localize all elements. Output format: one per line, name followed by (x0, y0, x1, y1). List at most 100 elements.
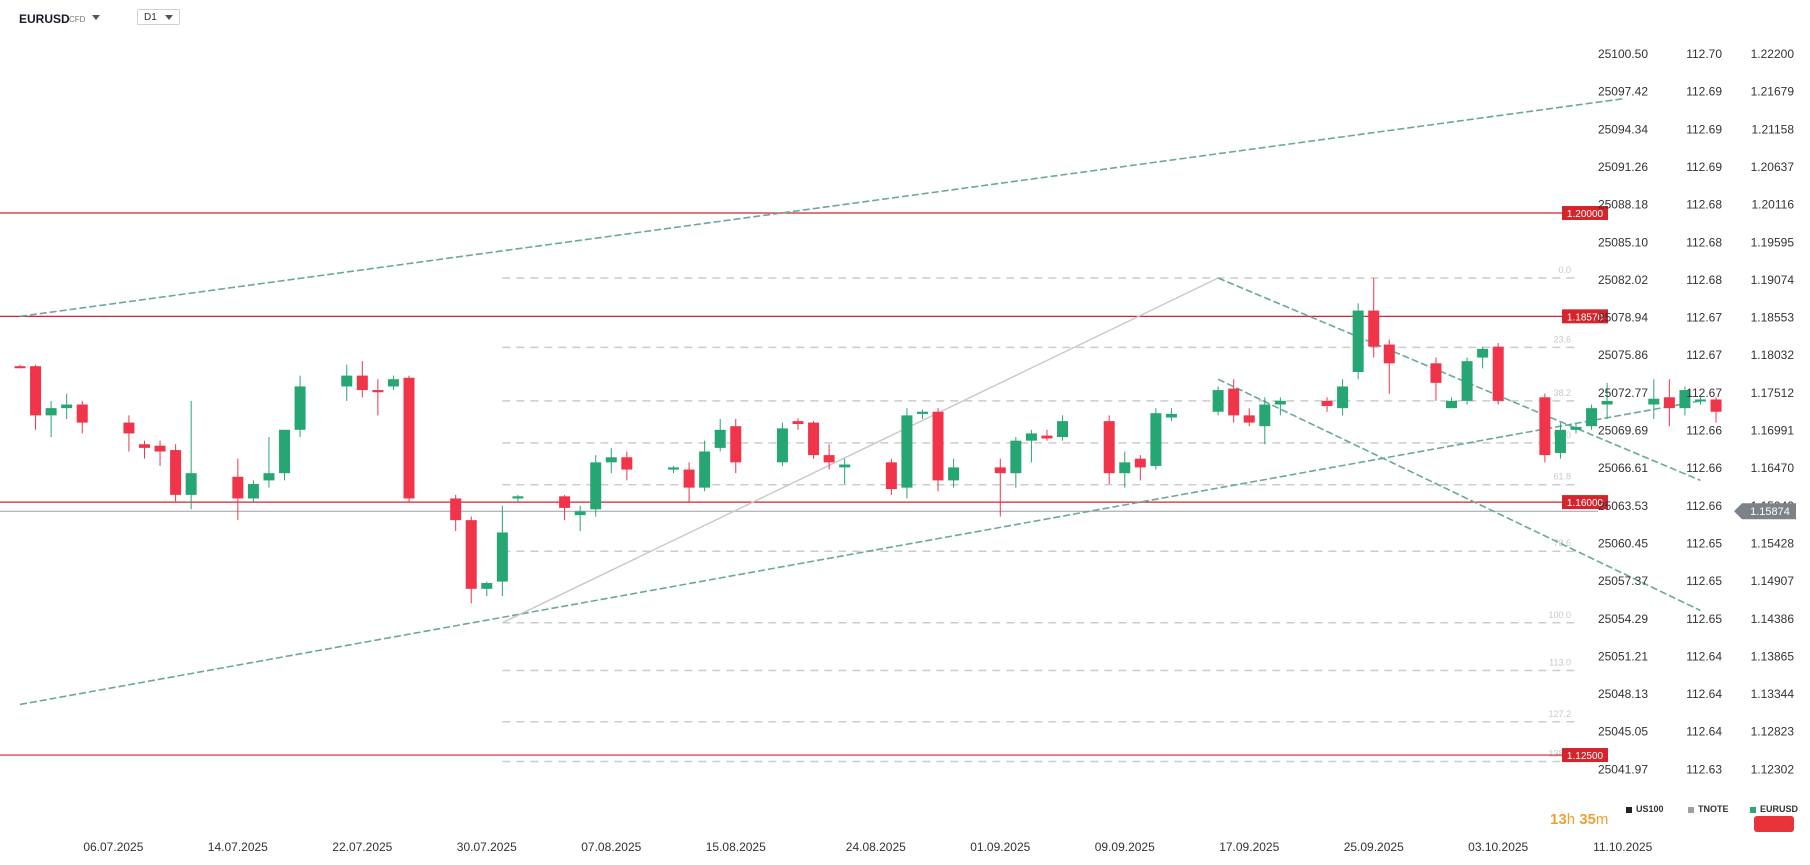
legend-label: US100 (1636, 804, 1664, 814)
y-tick-eurusd: 1.18553 (1751, 311, 1795, 325)
candle-body-down (356, 375, 368, 391)
y-tick-eurusd: 1.19074 (1751, 273, 1795, 287)
y-tick-tnote: 112.63 (1686, 762, 1722, 776)
candle-body-up (1477, 348, 1489, 358)
candle-body-up (1259, 404, 1271, 427)
candle-body-up (387, 379, 399, 387)
y-tick-tnote: 112.64 (1686, 725, 1722, 739)
legend-us100[interactable]: US100 (1626, 804, 1664, 814)
candle-body-up (574, 511, 586, 516)
instrument-type-label: CFD (69, 15, 86, 24)
candle-body-up (1461, 361, 1473, 401)
y-tick-tnote: 112.65 (1686, 574, 1722, 588)
candle-body-up (1025, 433, 1037, 441)
candle-body-up (1165, 413, 1177, 418)
y-tick-eurusd: 1.13344 (1751, 687, 1795, 701)
timeframe-select[interactable]: D1 (137, 9, 180, 25)
y-tick-us100: 25085.10 (1598, 235, 1648, 249)
y-tick-eurusd: 1.21158 (1752, 122, 1795, 136)
x-tick-label: 15.08.2025 (706, 840, 766, 854)
y-tick-us100: 25075.86 (1598, 348, 1648, 362)
candle-body-down (30, 366, 42, 416)
candle-countdown: 13h 35m (1550, 811, 1608, 828)
current-price-badge (1734, 503, 1796, 520)
y-tick-tnote: 112.68 (1686, 198, 1722, 212)
y-tick-tnote: 112.67 (1686, 348, 1722, 362)
candle-body-down (1321, 400, 1333, 406)
y-tick-us100: 25060.45 (1598, 536, 1648, 550)
x-tick-label: 22.07.2025 (332, 840, 392, 854)
y-tick-tnote: 112.64 (1686, 649, 1722, 663)
fib-level-label: 23.6 (1553, 334, 1571, 344)
countdown-hours: 13 (1550, 811, 1567, 828)
level-badge (1562, 495, 1608, 510)
trade-button[interactable] (1754, 816, 1794, 832)
x-tick-label: 25.09.2025 (1344, 840, 1404, 854)
y-tick-tnote: 112.69 (1686, 85, 1722, 99)
current-price-label: 1.15874 (1750, 506, 1790, 518)
candle-body-up (1057, 421, 1069, 438)
y-tick-us100: 25094.34 (1598, 122, 1648, 136)
y-tick-eurusd: 1.21679 (1751, 85, 1795, 99)
y-tick-us100: 25091.26 (1598, 160, 1648, 174)
chevron-down-icon (165, 15, 173, 20)
candle-body-up (948, 467, 960, 481)
candle-body-down (1134, 458, 1146, 468)
y-tick-us100: 25078.94 (1598, 311, 1648, 325)
y-tick-tnote: 112.68 (1686, 235, 1722, 249)
y-tick-eurusd: 1.12302 (1751, 762, 1795, 776)
candle-body-up (247, 484, 259, 499)
y-tick-us100: 25066.61 (1598, 461, 1648, 475)
trendline (19, 98, 1623, 318)
trendline (1217, 378, 1701, 612)
y-tick-eurusd: 1.16991 (1751, 424, 1795, 438)
candle-body-up (776, 428, 788, 463)
candle-body-up (481, 583, 493, 589)
y-tick-us100: 25057.37 (1598, 574, 1648, 588)
countdown-hours-unit: h (1566, 811, 1576, 828)
fib-level-label: 61.8 (1553, 472, 1571, 482)
candle-body-up (185, 473, 197, 495)
candlesticks (14, 278, 1722, 604)
candle-body-down (823, 455, 835, 463)
y-tick-us100: 25054.29 (1598, 612, 1648, 626)
candle-body-up (341, 375, 353, 387)
candle-body-down (123, 422, 135, 434)
candle-body-up (699, 451, 711, 488)
y-tick-eurusd: 1.22200 (1751, 47, 1795, 61)
horizontal-levels (0, 212, 1598, 756)
symbol-name[interactable]: EURUSD (19, 12, 70, 26)
candle-body-down (372, 390, 384, 393)
candle-body-down (403, 377, 415, 499)
x-tick-label: 11.10.2025 (1593, 840, 1652, 854)
x-tick-label: 07.08.2025 (581, 840, 641, 854)
candle-body-up (590, 462, 602, 510)
x-tick-label: 14.07.2025 (208, 840, 268, 854)
level-badge-text: 1.18570 (1567, 312, 1604, 323)
candle-body-up (668, 467, 680, 470)
candle-body-up (605, 457, 617, 463)
trendline (502, 277, 1219, 624)
fib-level-label: 0.0 (1558, 265, 1571, 275)
y-tick-us100: 25063.53 (1598, 499, 1648, 513)
x-tick-label: 09.09.2025 (1095, 840, 1155, 854)
symbol-dropdown-icon[interactable] (92, 15, 100, 20)
candle-body-up (1601, 400, 1613, 405)
level-labels: 1.20000 1.18570 1.16000 1.12500 (1562, 205, 1608, 763)
fib-level-label: 113.0 (1549, 657, 1571, 667)
candle-body-up (901, 415, 913, 488)
y-tick-eurusd: 1.16470 (1751, 461, 1795, 475)
y-tick-us100: 25051.21 (1598, 649, 1648, 663)
candle-body-up (61, 404, 73, 409)
candle-body-down (1492, 346, 1504, 401)
legend-tnote[interactable]: TNOTE (1688, 804, 1729, 814)
legend-eurusd[interactable]: EURUSD (1750, 804, 1798, 814)
candle-body-down (1539, 397, 1551, 456)
candle-body-down (683, 469, 695, 488)
candle-body-down (1383, 344, 1395, 364)
x-tick-label: 24.08.2025 (846, 840, 906, 854)
y-tick-tnote: 112.70 (1686, 47, 1722, 61)
candle-body-up (1570, 426, 1582, 430)
y-tick-eurusd: 1.12823 (1751, 725, 1795, 739)
